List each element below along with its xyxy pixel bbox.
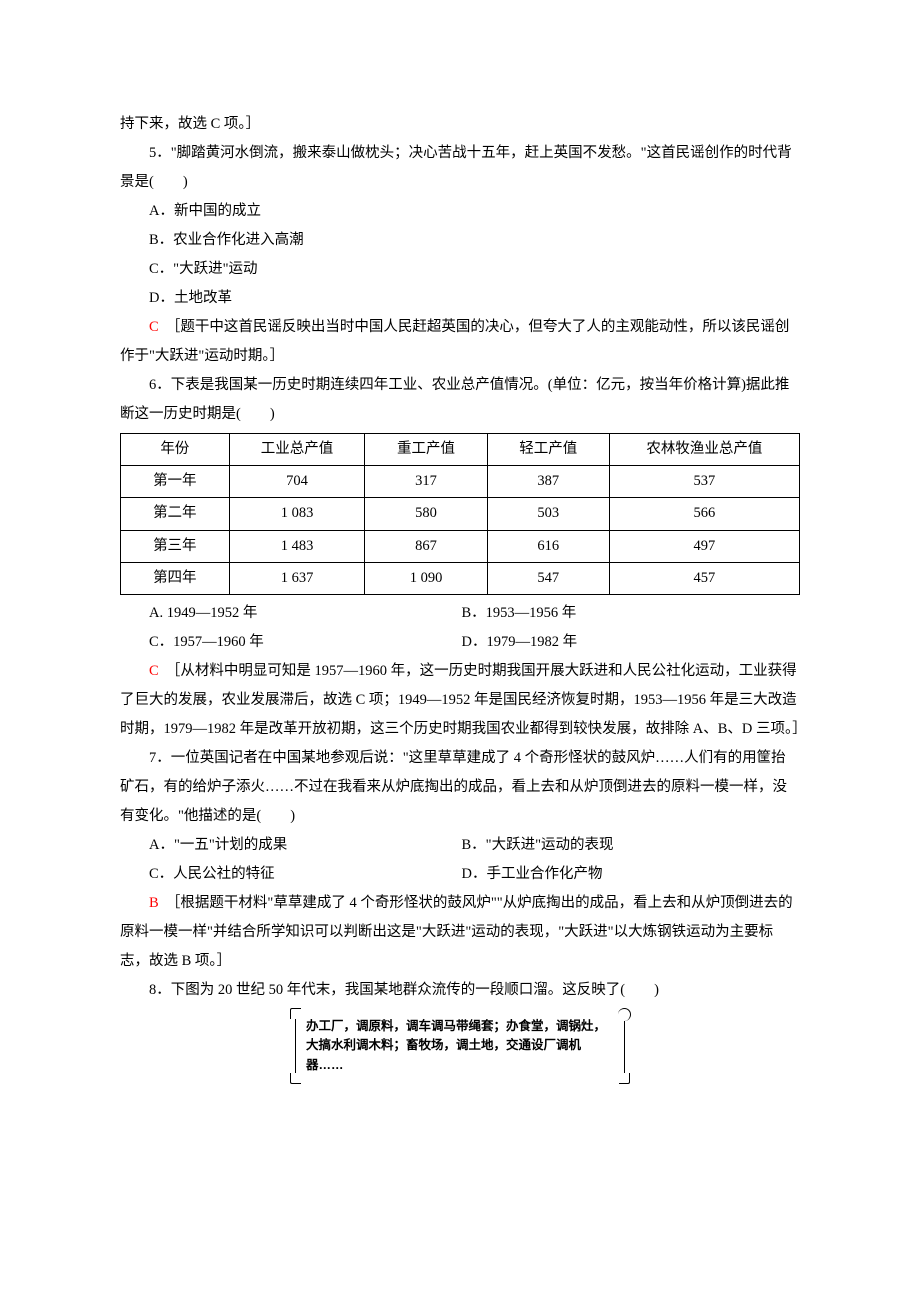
q5-option-a: A．新中国的成立 — [120, 197, 800, 226]
q5-explanation: ［题干中这首民谣反映出当时中国人民赶超英国的决心，但夸大了人的主观能动性，所以该… — [120, 319, 789, 364]
q7-stem: 7．一位英国记者在中国某地参观后说："这里草草建成了 4 个奇形怪状的鼓风炉……… — [120, 744, 800, 831]
cell: 第二年 — [121, 498, 230, 530]
cell: 867 — [365, 530, 487, 562]
cell: 1 083 — [229, 498, 365, 530]
th-agri: 农林牧渔业总产值 — [609, 434, 799, 466]
cell: 457 — [609, 562, 799, 594]
q6-answer: C ［从材料中明显可知是 1957—1960 年，这一历史时期我国开展大跃进和人… — [120, 657, 800, 744]
q5-option-b: B．农业合作化进入高潮 — [120, 226, 800, 255]
th-heavy: 重工产值 — [365, 434, 487, 466]
th-ind: 工业总产值 — [229, 434, 365, 466]
cell: 1 090 — [365, 562, 487, 594]
scroll-corner-icon — [619, 1073, 630, 1084]
table-row: 第三年 1 483 867 616 497 — [121, 530, 800, 562]
q7-options-row1: A．"一五"计划的成果 B．"大跃进"运动的表现 — [120, 831, 800, 860]
q6-table: 年份 工业总产值 重工产值 轻工产值 农林牧渔业总产值 第一年 704 317 … — [120, 433, 800, 595]
th-light: 轻工产值 — [487, 434, 609, 466]
q8-stem: 8．下图为 20 世纪 50 年代末，我国某地群众流传的一段顺口溜。这反映了( … — [120, 976, 800, 1005]
table-row: 第四年 1 637 1 090 547 457 — [121, 562, 800, 594]
fragment-tail: 持下来，故选 C 项。］ — [120, 110, 800, 139]
q5-option-d: D．土地改革 — [120, 284, 800, 313]
cell: 317 — [365, 466, 487, 498]
q6-option-d: D．1979—1982 年 — [461, 628, 800, 657]
q8-quote-text: 办工厂，调原料，调车调马带绳套；办食堂，调锅灶，大搞水利调木料；畜牧场，调土地，… — [306, 1019, 606, 1072]
cell: 1 483 — [229, 530, 365, 562]
cell: 第一年 — [121, 466, 230, 498]
q5-option-c: C．"大跃进"运动 — [120, 255, 800, 284]
q7-options-row2: C．人民公社的特征 D．手工业合作化产物 — [120, 860, 800, 889]
q7-answer-letter: B — [149, 895, 159, 911]
q5-answer-letter: C — [149, 319, 159, 335]
cell: 547 — [487, 562, 609, 594]
q6-option-b: B．1953—1956 年 — [461, 599, 800, 628]
scroll-corner-icon — [618, 1008, 631, 1021]
cell: 第四年 — [121, 562, 230, 594]
q6-options-row1: A. 1949—1952 年 B．1953—1956 年 — [120, 599, 800, 628]
q7-option-c: C．人民公社的特征 — [120, 860, 461, 889]
cell: 1 637 — [229, 562, 365, 594]
q5-answer: C ［题干中这首民谣反映出当时中国人民赶超英国的决心，但夸大了人的主观能动性，所… — [120, 313, 800, 371]
cell: 387 — [487, 466, 609, 498]
q8-quote-box: 办工厂，调原料，调车调马带绳套；办食堂，调锅灶，大搞水利调木料；畜牧场，调土地，… — [295, 1011, 625, 1081]
cell: 580 — [365, 498, 487, 530]
q5-stem: 5．"脚踏黄河水倒流，搬来泰山做枕头；决心苦战十五年，赶上英国不发愁。"这首民谣… — [120, 139, 800, 197]
q8-quote-wrap: 办工厂，调原料，调车调马带绳套；办食堂，调锅灶，大搞水利调木料；畜牧场，调土地，… — [120, 1011, 800, 1081]
q7-option-d: D．手工业合作化产物 — [461, 860, 800, 889]
q6-explanation: ［从材料中明显可知是 1957—1960 年，这一历史时期我国开展大跃进和人民公… — [120, 663, 807, 737]
q6-option-a: A. 1949—1952 年 — [120, 599, 461, 628]
table-row: 第二年 1 083 580 503 566 — [121, 498, 800, 530]
cell: 704 — [229, 466, 365, 498]
q7-option-b: B．"大跃进"运动的表现 — [461, 831, 800, 860]
scroll-corner-icon — [290, 1008, 301, 1019]
cell: 566 — [609, 498, 799, 530]
th-year: 年份 — [121, 434, 230, 466]
scroll-corner-icon — [290, 1073, 301, 1084]
q6-answer-letter: C — [149, 663, 159, 679]
q6-options-row2: C．1957—1960 年 D．1979—1982 年 — [120, 628, 800, 657]
table-row: 第一年 704 317 387 537 — [121, 466, 800, 498]
q7-explanation: ［根据题干材料"草草建成了 4 个奇形怪状的鼓风炉""从炉底掏出的成品，看上去和… — [120, 895, 793, 969]
cell: 第三年 — [121, 530, 230, 562]
cell: 616 — [487, 530, 609, 562]
q6-stem: 6．下表是我国某一历史时期连续四年工业、农业总产值情况。(单位：亿元，按当年价格… — [120, 371, 800, 429]
q7-option-a: A．"一五"计划的成果 — [120, 831, 461, 860]
table-row: 年份 工业总产值 重工产值 轻工产值 农林牧渔业总产值 — [121, 434, 800, 466]
cell: 497 — [609, 530, 799, 562]
q6-option-c: C．1957—1960 年 — [120, 628, 461, 657]
q7-answer: B ［根据题干材料"草草建成了 4 个奇形怪状的鼓风炉""从炉底掏出的成品，看上… — [120, 889, 800, 976]
cell: 503 — [487, 498, 609, 530]
document-page: 持下来，故选 C 项。］ 5．"脚踏黄河水倒流，搬来泰山做枕头；决心苦战十五年，… — [0, 0, 920, 1141]
cell: 537 — [609, 466, 799, 498]
